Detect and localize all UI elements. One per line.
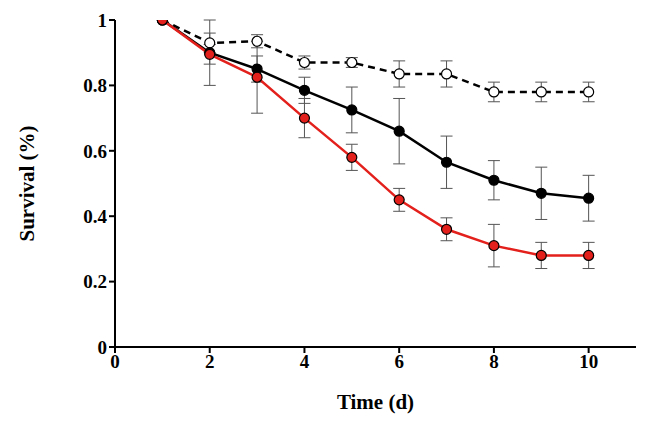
svg-text:0.2: 0.2 [83, 271, 107, 292]
svg-text:6: 6 [394, 351, 404, 372]
svg-text:0: 0 [98, 337, 108, 358]
svg-text:0.6: 0.6 [83, 141, 107, 162]
svg-text:0: 0 [110, 351, 120, 372]
svg-text:Time (d): Time (d) [337, 390, 414, 414]
svg-text:0.8: 0.8 [83, 75, 107, 96]
svg-text:8: 8 [489, 351, 499, 372]
svg-text:10: 10 [579, 351, 598, 372]
svg-text:0.4: 0.4 [83, 206, 107, 227]
svg-text:4: 4 [300, 351, 310, 372]
svg-text:2: 2 [205, 351, 215, 372]
svg-text:Survival (%): Survival (%) [15, 125, 39, 241]
svg-text:1: 1 [98, 10, 108, 31]
